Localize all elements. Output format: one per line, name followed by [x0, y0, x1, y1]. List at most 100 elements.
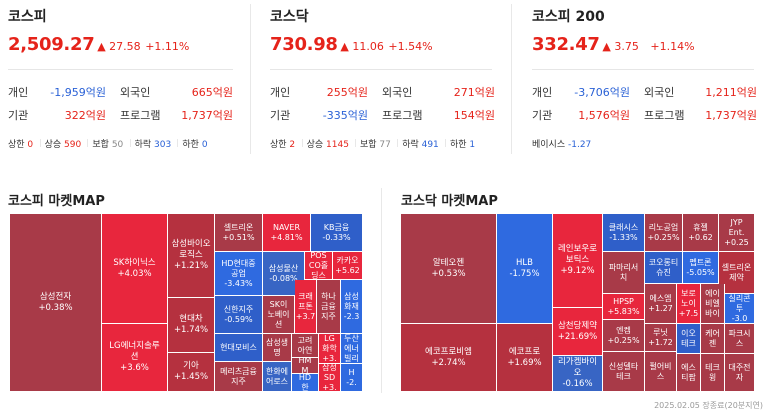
kosdaq-tile[interactable]: 알테오젠 +0.53% [401, 214, 497, 324]
kosdaq-tile[interactable]: 보로 노이 +7.5 [677, 284, 701, 324]
kosdaq-tile[interactable]: 코오롱티 슈진 [645, 252, 683, 284]
tile-name: 파크시 [728, 328, 751, 338]
investor-value: 1,211억원 [705, 86, 757, 99]
market-breadth-item: 하락 491 [402, 137, 439, 150]
kospi-tile[interactable]: 고려 아연 [292, 334, 319, 358]
kospi-tile[interactable]: 카카오 +5.62 [333, 252, 363, 280]
kospi-tile[interactable]: HM M [292, 358, 319, 374]
breadth-label: 하한 [182, 140, 202, 150]
kospi-tile[interactable]: 삼성생 명 [263, 334, 292, 362]
kosdaq-tile[interactable]: HLB -1.75% [497, 214, 553, 324]
kospi-tile[interactable]: SK하이닉스 +4.03% [102, 214, 168, 324]
kospi-tile[interactable]: 한화에 어로스 [263, 362, 292, 392]
tile-name: 케어 [705, 328, 720, 338]
kospi-tile[interactable]: 현대차 +1.74% [168, 298, 215, 353]
kosdaq-tile[interactable]: 삼천당제약 +21.69% [553, 308, 603, 356]
investor-value: 1,576억원 [578, 109, 630, 122]
kosdaq-tile[interactable]: HPSP +5.83% [603, 294, 645, 320]
kosdaq-tile[interactable]: 에스엠 +1.27 [645, 284, 677, 324]
tile-name: 삼성전자 [39, 291, 72, 302]
kospi-tile[interactable]: HD현대중 공업 -3.43% [215, 252, 263, 296]
kosdaq-tile[interactable]: 에코프로비엠 +2.74% [401, 324, 497, 392]
breadth-label: 보합 [360, 140, 380, 150]
kospi-tile[interactable]: 크래 프톤 +3.7 [295, 280, 317, 334]
index-name[interactable]: 코스피 200 [532, 9, 605, 25]
kospi-tile[interactable]: 메리츠금융 지주 [215, 362, 263, 392]
kosdaq-tile[interactable]: 휴젤 +0.62 [683, 214, 719, 252]
tile-name: 테크 [681, 338, 696, 348]
tile-rate: +1.45% [173, 372, 209, 382]
tile-name: 션 [274, 319, 283, 329]
kospi-tile[interactable]: 현대모비스 [215, 334, 263, 362]
kospi-tile[interactable]: 하나 금융 지주 [317, 280, 341, 334]
kosdaq-tile[interactable]: 테크 윙 [701, 354, 725, 392]
tile-name: 고려 [297, 335, 313, 345]
basis-label: 베이시스 [532, 140, 568, 150]
kosdaq-tile[interactable]: 엔켐 +0.25% [603, 320, 645, 352]
kosdaq-tile[interactable]: 에이 비엘 바이 [701, 284, 725, 324]
kospi-tile[interactable]: 삼성물산 -0.08% [263, 252, 305, 296]
kospi-tile[interactable]: LG에너지솔루 션 +3.6% [102, 324, 168, 392]
investor-value: 154억원 [453, 109, 495, 122]
tile-name: SK하이닉스 [113, 257, 156, 268]
tile-name: 제약 [729, 272, 744, 282]
tile-name: SK이 [269, 299, 288, 309]
kosdaq-tile[interactable]: 실리콘 투 -3.0 [725, 294, 755, 324]
investor-value: 1,737억원 [181, 109, 233, 122]
tile-name: 코오롱티 [648, 257, 679, 267]
kospi-tile[interactable]: 삼성전자 +0.38% [10, 214, 102, 392]
kospi-tile[interactable]: 두산 에너 빌리 [341, 334, 363, 364]
kosdaq-tile[interactable]: 대주전 자 [725, 354, 755, 392]
kospi-tile[interactable]: SK이 노베이 션 [263, 296, 295, 334]
breadth-count: 0 [201, 140, 208, 150]
tile-name: 이오 [681, 328, 696, 338]
kosdaq-tile[interactable]: 레인보우로 보틱스 +9.12% [553, 214, 603, 308]
kosdaq-tile[interactable]: 클래시스 -1.33% [603, 214, 645, 252]
kosdaq-tile[interactable]: 에스 티팜 [677, 354, 701, 392]
kospi-tile[interactable]: 셀트리온 +0.51% [215, 214, 263, 252]
kosdaq-tile[interactable]: JYP Ent. +0.25 [719, 214, 755, 252]
kosdaq-tile[interactable]: 리노공업 +0.25% [645, 214, 683, 252]
tile-rate: +0.51% [222, 232, 255, 242]
kospi-tile[interactable]: 삼성 SD +3. [319, 364, 341, 392]
kospi200-panel: 코스피 200 332.47 ▲ 3.75 +1.14% 개인 -3,706억원 외국인 1,… [532, 0, 757, 160]
kospi-tile[interactable]: NAVER +4.81% [263, 214, 311, 252]
investor-label: 개인 [532, 86, 553, 99]
kospi-tile[interactable]: LG 화학 +3. [319, 334, 341, 364]
kosdaq-tile[interactable]: 펩트론 -5.05% [683, 252, 719, 284]
breadth-count: 590 [64, 140, 82, 150]
kosdaq-tile[interactable]: 펄어비 스 [645, 352, 677, 392]
tile-name: HLB [516, 257, 533, 268]
kosdaq-tile[interactable]: 이오 테크 [677, 324, 701, 354]
kospi-tile[interactable]: KB금융 -0.33% [311, 214, 363, 252]
kospi-tile[interactable]: 삼성바이오 로직스 +1.21% [168, 214, 215, 298]
kosdaq-tile[interactable]: 에코프로 +1.69% [497, 324, 553, 392]
kosdaq-tile[interactable]: 셀트리온 제약 [719, 252, 755, 294]
breadth-label: 상승 [306, 140, 327, 150]
breadth-label: 상한 [270, 140, 290, 150]
kosdaq-tile[interactable]: 파크시 스 [725, 324, 755, 354]
tile-rate: +0.38% [38, 302, 73, 313]
tile-rate: -3.0 [731, 313, 748, 323]
market-breadth-item: 상승 1145 [307, 137, 349, 150]
tile-name: 현대차 [179, 314, 203, 324]
kospi-tile[interactable]: 신한지주 -0.59% [215, 296, 263, 334]
kosdaq-tile[interactable]: 케어 젠 [701, 324, 725, 354]
kosdaq-tile[interactable]: 리가켐바이 오 -0.16% [553, 356, 603, 392]
tile-name: 삼성물산 [268, 263, 299, 273]
kosdaq-tile[interactable]: 파마리서 치 [603, 252, 645, 294]
kospi-tile[interactable]: POS CO홀 딩스 [305, 252, 333, 280]
kospi-tile[interactable]: H -2. [341, 364, 363, 392]
breadth-count: 2 [289, 140, 296, 150]
kospi-tile[interactable]: 삼성 화재 -2.3 [341, 280, 363, 334]
kospi-tile[interactable]: HD 한 [292, 374, 319, 392]
kospi-tile[interactable]: 기아 +1.45% [168, 353, 215, 392]
index-name[interactable]: 코스닥 [270, 9, 309, 25]
kosdaq-tile[interactable]: 루닛 +1.72 [645, 324, 677, 352]
tile-rate: -0.16% [562, 379, 593, 389]
index-name[interactable]: 코스피 [8, 9, 47, 25]
kosdaq-tile[interactable]: 신성델타 테크 [603, 352, 645, 392]
tile-name: 보틱스 [565, 255, 590, 265]
divider [355, 139, 356, 147]
tile-name: 알테오젠 [432, 257, 465, 268]
